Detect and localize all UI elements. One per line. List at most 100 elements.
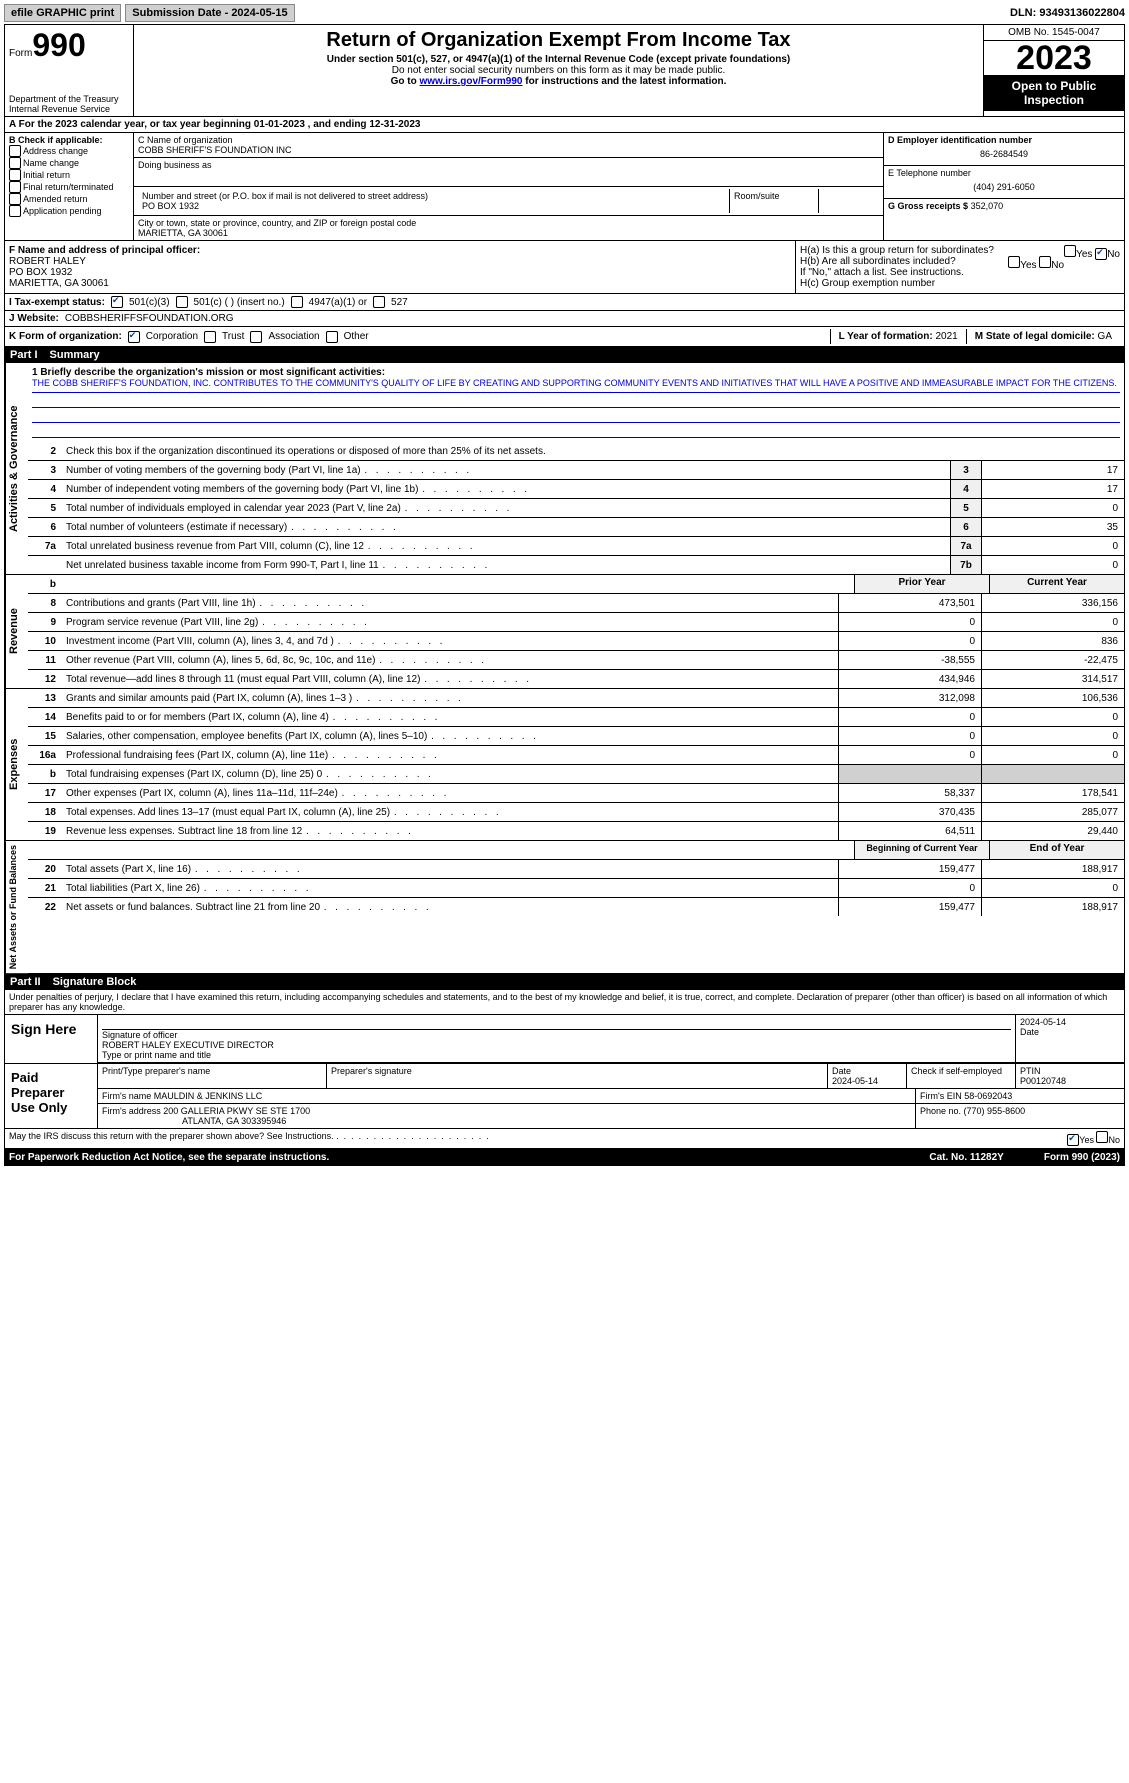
irs-link[interactable]: www.irs.gov/Form990 — [419, 76, 522, 87]
chk-name-change[interactable]: Name change — [9, 157, 129, 169]
data-line: b Total fundraising expenses (Part IX, c… — [28, 765, 1124, 784]
sub3-pre: Go to — [391, 76, 420, 87]
opt-trust: Trust — [222, 331, 244, 342]
section-net-assets: Net Assets or Fund Balances Beginning of… — [4, 841, 1125, 974]
section-governance: Activities & Governance 1 Briefly descri… — [4, 363, 1125, 575]
checkbox-icon[interactable] — [204, 331, 216, 343]
ln-num: 15 — [28, 731, 62, 742]
ln-box: 5 — [950, 499, 981, 517]
chk-amended-return[interactable]: Amended return — [9, 193, 129, 205]
data-line: 16a Professional fundraising fees (Part … — [28, 746, 1124, 765]
ln-num: 22 — [28, 902, 62, 913]
hb-note: If "No," attach a list. See instructions… — [800, 267, 1120, 278]
chk-app-pending[interactable]: Application pending — [9, 205, 129, 217]
checkbox-icon[interactable] — [1039, 256, 1051, 268]
header-sub3: Go to www.irs.gov/Form990 for instructio… — [138, 76, 979, 87]
city-label: City or town, state or province, country… — [138, 218, 879, 228]
org-name: COBB SHERIFF'S FOUNDATION INC — [138, 145, 879, 155]
ln-prior: 370,435 — [838, 803, 981, 821]
checkbox-icon[interactable] — [326, 331, 338, 343]
checkbox-icon[interactable] — [1064, 245, 1076, 257]
firm-addr-cell: Firm's address 200 GALLERIA PKWY SE STE … — [98, 1104, 916, 1128]
m-label: M State of legal domicile: — [975, 331, 1098, 342]
ein-val: 86-2684549 — [888, 145, 1120, 163]
street-cell: Number and street (or P.O. box if mail i… — [138, 189, 730, 213]
form-org-label: K Form of organization: — [9, 331, 122, 342]
ln-prior: 0 — [838, 613, 981, 631]
opt-other: Other — [344, 331, 369, 342]
data-line: 13 Grants and similar amounts paid (Part… — [28, 689, 1124, 708]
officer-label: F Name and address of principal officer: — [9, 245, 791, 256]
efile-button[interactable]: efile GRAPHIC print — [4, 4, 121, 22]
ha-row: H(a) Is this a group return for subordin… — [800, 245, 1120, 256]
m-val: GA — [1098, 331, 1112, 342]
chk-address-change[interactable]: Address change — [9, 145, 129, 157]
checkbox-icon[interactable] — [176, 296, 188, 308]
ln-prior: 64,511 — [838, 822, 981, 840]
phone-label: E Telephone number — [888, 168, 1120, 178]
ln-num: 10 — [28, 636, 62, 647]
checkbox-checked-icon[interactable] — [1067, 1134, 1079, 1146]
prep-sig-label: Preparer's signature — [331, 1066, 823, 1076]
ln-num: 5 — [28, 503, 62, 514]
ln-prior: 434,946 — [838, 670, 981, 688]
sig-date: 2024-05-14 — [1020, 1017, 1120, 1027]
checkbox-icon — [9, 205, 21, 217]
mission-blank — [32, 423, 1120, 438]
org-name-label: C Name of organization — [138, 135, 879, 145]
checkbox-checked-icon[interactable] — [128, 331, 140, 343]
ln-text — [62, 582, 854, 586]
hb-label: H(b) Are all subordinates included? — [800, 256, 956, 267]
ln-num: 6 — [28, 522, 62, 533]
dln: DLN: 93493136022804 — [1010, 7, 1125, 19]
open-public-badge: Open to Public Inspection — [984, 75, 1124, 111]
ln-prior: 0 — [838, 727, 981, 745]
ln-current: 0 — [981, 727, 1124, 745]
col-f-officer: F Name and address of principal officer:… — [5, 241, 795, 293]
paid-prep-label: Paid Preparer Use Only — [5, 1064, 98, 1128]
ln-current: 0 — [981, 746, 1124, 764]
chk-final-return[interactable]: Final return/terminated — [9, 181, 129, 193]
firm-phone-cell: Phone no. (770) 955-8600 — [916, 1104, 1124, 1128]
checkbox-icon[interactable] — [250, 331, 262, 343]
ln-num: 11 — [28, 655, 62, 666]
self-emp-cell: Check if self-employed — [907, 1064, 1016, 1088]
gov-line: Net unrelated business taxable income fr… — [28, 556, 1124, 574]
net-body: Beginning of Current Year End of Year 20… — [28, 841, 1124, 973]
data-line: 9 Program service revenue (Part VIII, li… — [28, 613, 1124, 632]
gov-line: 6 Total number of volunteers (estimate i… — [28, 518, 1124, 537]
header-sub1: Under section 501(c), 527, or 4947(a)(1)… — [138, 54, 979, 65]
row-klm: K Form of organization: Corporation Trus… — [4, 327, 1125, 347]
dba-label: Doing business as — [138, 160, 879, 170]
checkbox-checked-icon[interactable] — [111, 296, 123, 308]
rev-header-row: b Prior Year Current Year — [28, 575, 1124, 594]
net-lines-container: 20 Total assets (Part X, line 16) 159,47… — [28, 860, 1124, 916]
ln-text: Professional fundraising fees (Part IX, … — [62, 748, 838, 763]
ln-text: Revenue less expenses. Subtract line 18 … — [62, 824, 838, 839]
prep-date-label: Date — [832, 1066, 902, 1076]
part1-title: Summary — [50, 349, 100, 361]
checkbox-icon[interactable] — [1096, 1131, 1108, 1143]
checkbox-checked-icon[interactable] — [1095, 248, 1107, 260]
data-line: 8 Contributions and grants (Part VIII, l… — [28, 594, 1124, 613]
opt-527: 527 — [391, 297, 408, 308]
ln-num: 4 — [28, 484, 62, 495]
checkbox-icon[interactable] — [1008, 256, 1020, 268]
gross-val: 352,070 — [971, 201, 1004, 211]
ln-num: b — [28, 769, 62, 780]
data-line: 21 Total liabilities (Part X, line 26) 0… — [28, 879, 1124, 898]
firm-ein: 58-0692043 — [964, 1091, 1012, 1101]
data-line: 14 Benefits paid to or for members (Part… — [28, 708, 1124, 727]
checkbox-icon[interactable] — [373, 296, 385, 308]
ptin-label: PTIN — [1020, 1066, 1120, 1076]
ln-num: 9 — [28, 617, 62, 628]
sig-date-cell: 2024-05-14 Date — [1016, 1015, 1124, 1062]
prep-row-1: Print/Type preparer's name Preparer's si… — [98, 1064, 1124, 1089]
ln-num: 16a — [28, 750, 62, 761]
chk-initial-return[interactable]: Initial return — [9, 169, 129, 181]
firm-phone-label: Phone no. — [920, 1106, 964, 1116]
ln-text: Program service revenue (Part VIII, line… — [62, 615, 838, 630]
ln-text: Number of voting members of the governin… — [62, 463, 950, 478]
chk-label: Initial return — [23, 170, 70, 180]
checkbox-icon[interactable] — [291, 296, 303, 308]
